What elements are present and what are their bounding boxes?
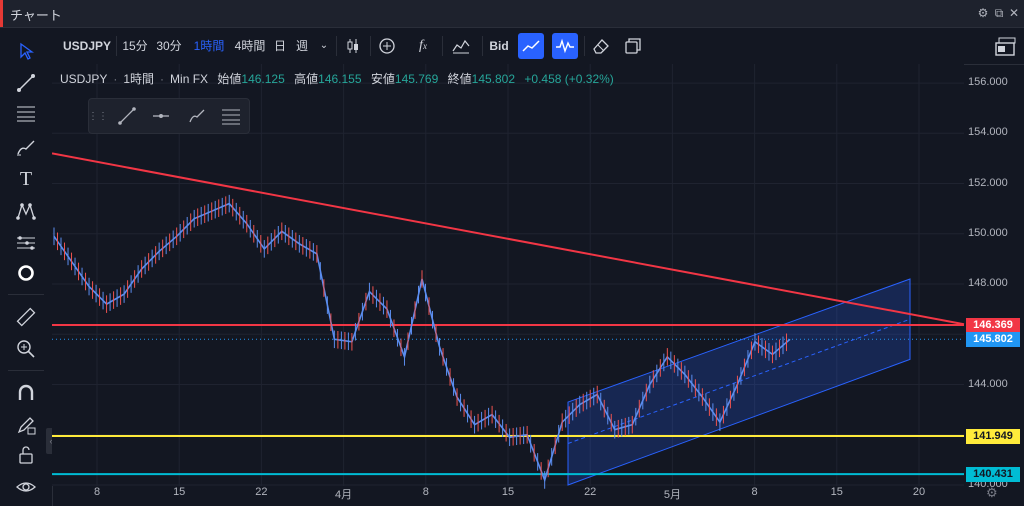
close-value: 145.802 bbox=[471, 72, 516, 86]
toolbar-divider bbox=[370, 36, 371, 56]
toolbar-divider bbox=[8, 294, 44, 295]
compare-icon[interactable] bbox=[374, 33, 400, 59]
toolbar-divider bbox=[482, 36, 483, 56]
chart-style-wave-icon[interactable] bbox=[552, 33, 578, 59]
floating-drawing-bar: ⋮⋮ bbox=[88, 98, 250, 134]
time-axis-tick: 22 bbox=[255, 486, 268, 498]
popout-icon[interactable]: ⧉ bbox=[994, 6, 1004, 20]
templates-icon[interactable] bbox=[448, 33, 474, 59]
low-value: 145.769 bbox=[394, 72, 439, 86]
collapse-toolbar-handle[interactable]: ‹ bbox=[46, 428, 56, 454]
time-axis-tick: 8 bbox=[751, 486, 758, 498]
price-axis-tick: 150.000 bbox=[968, 226, 1008, 239]
time-axis-tick: 8 bbox=[93, 486, 101, 498]
trendline-tool-icon[interactable] bbox=[13, 70, 39, 96]
chart-style-line-icon[interactable] bbox=[518, 33, 544, 59]
price-axis-tick: 156.000 bbox=[968, 76, 1008, 89]
candle-style-icon[interactable] bbox=[340, 33, 366, 59]
time-axis-tick: 15 bbox=[501, 486, 515, 498]
price-axis-tick: 148.000 bbox=[968, 277, 1008, 290]
time-axis-tick: 22 bbox=[584, 486, 597, 498]
window-title: チャート bbox=[10, 8, 62, 23]
fib-tool-icon[interactable] bbox=[13, 100, 39, 126]
window-accent bbox=[0, 0, 3, 27]
price-axis-tick: 144.000 bbox=[968, 377, 1008, 390]
legend-dot: · bbox=[113, 72, 118, 86]
magnet-icon[interactable] bbox=[13, 380, 39, 406]
legend-source: Min FX bbox=[170, 72, 209, 86]
text-tool-icon[interactable]: T bbox=[19, 167, 33, 190]
price-axis-tick: 154.000 bbox=[968, 126, 1008, 139]
circle-tool-icon[interactable] bbox=[13, 260, 39, 286]
gear-icon[interactable]: ⚙ bbox=[977, 6, 989, 20]
ohlc-legend: USDJPY · 1時間 · Min FX 始値146.125 高値146.155 安値… bbox=[60, 70, 620, 87]
interval-15m[interactable]: 15分 bbox=[122, 39, 148, 53]
high-value: 146.155 bbox=[318, 72, 362, 86]
price-tag: 146.369 bbox=[966, 317, 1020, 333]
interval-1h[interactable]: 1時間 bbox=[193, 39, 225, 53]
eye-icon[interactable] bbox=[13, 474, 39, 500]
high-label: 高値 bbox=[294, 72, 319, 86]
price-chart[interactable] bbox=[52, 64, 1024, 506]
legend-interval: 1時間 bbox=[123, 72, 155, 86]
symbol-search-button[interactable]: USDJPY bbox=[62, 39, 112, 53]
lock-icon[interactable] bbox=[13, 442, 39, 468]
time-axis-tick: 4月 bbox=[335, 489, 353, 501]
multi-window-icon[interactable] bbox=[990, 33, 1020, 59]
line-tool-icon[interactable] bbox=[113, 103, 141, 129]
low-label: 安値 bbox=[370, 72, 395, 86]
interval-week[interactable]: 週 bbox=[295, 39, 308, 53]
interval-4h[interactable]: 4時間 bbox=[234, 39, 266, 53]
legend-symbol: USDJPY bbox=[60, 72, 108, 86]
pattern-tool-icon[interactable] bbox=[13, 198, 39, 224]
time-axis-tick: 15 bbox=[830, 486, 843, 498]
toolbar-divider bbox=[8, 370, 44, 371]
price-type-button[interactable]: Bid bbox=[489, 39, 509, 53]
interval-day[interactable]: 日 bbox=[273, 39, 286, 53]
trend-line bbox=[52, 152, 965, 326]
prediction-tool-icon[interactable] bbox=[13, 230, 39, 256]
price-tag: 145.802 bbox=[966, 332, 1020, 348]
price-tag: 140.431 bbox=[966, 467, 1020, 483]
cursor-icon[interactable] bbox=[13, 38, 39, 64]
toolbar-divider bbox=[116, 36, 117, 56]
chevron-down-icon[interactable]: ⌄ bbox=[319, 40, 329, 51]
close-icon[interactable]: ✕ bbox=[1008, 6, 1020, 20]
fib-lines-icon[interactable] bbox=[217, 103, 245, 129]
price-axis-tick: 152.000 bbox=[968, 176, 1008, 189]
change-value: +0.458 (+0.32%) bbox=[524, 72, 614, 86]
open-label: 始値 bbox=[217, 72, 242, 86]
eraser-icon[interactable] bbox=[588, 33, 614, 59]
layout-icon[interactable] bbox=[620, 33, 646, 59]
ruler-icon[interactable] bbox=[13, 304, 39, 330]
legend-dot: · bbox=[160, 72, 165, 86]
time-axis-tick: 5月 bbox=[663, 489, 681, 501]
time-axis-tick: 15 bbox=[173, 486, 186, 498]
price-tag: 141.949 bbox=[966, 429, 1020, 445]
close-label: 終値 bbox=[447, 72, 472, 86]
open-value: 146.125 bbox=[241, 72, 285, 86]
pencil-lock-icon[interactable] bbox=[13, 412, 39, 438]
zoom-in-icon[interactable] bbox=[13, 336, 39, 362]
interval-30m[interactable]: 30分 bbox=[156, 39, 182, 53]
axis-settings-gear-icon[interactable]: ⚙ bbox=[986, 485, 998, 500]
toolbar-divider bbox=[584, 36, 585, 56]
horizontal-ray-icon[interactable] bbox=[147, 103, 175, 129]
time-axis-tick: 8 bbox=[422, 486, 429, 498]
window-titlebar: チャート ⚙ ⧉ ✕ bbox=[0, 0, 1024, 28]
brush-tool-icon[interactable] bbox=[13, 134, 39, 160]
time-axis-tick: 20 bbox=[912, 486, 926, 498]
brush-icon[interactable] bbox=[183, 103, 211, 129]
drag-handle-icon[interactable]: ⋮⋮ bbox=[88, 110, 108, 122]
channel-midline bbox=[567, 318, 911, 444]
toolbar-divider bbox=[336, 36, 337, 56]
toolbar-divider bbox=[442, 36, 443, 56]
